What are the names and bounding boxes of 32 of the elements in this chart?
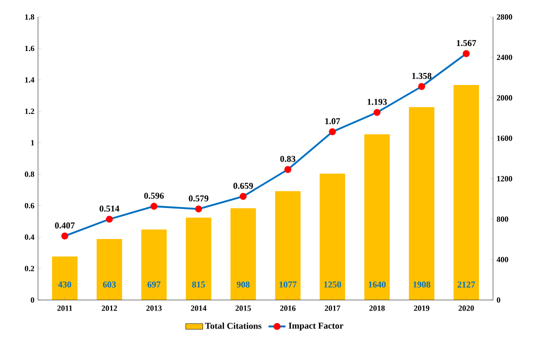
data-label: 0.83 [280, 156, 296, 162]
data-label: 0.579 [188, 195, 208, 202]
bar [96, 239, 122, 300]
bar [408, 107, 434, 300]
legend-label: Total Citations [205, 322, 262, 329]
data-label: 1077 [280, 281, 297, 288]
data-label: 1.07 [325, 118, 340, 124]
data-label: 603 [102, 281, 116, 288]
legend-label: Impact Factor [288, 322, 344, 331]
data-label: 1.567 [456, 40, 476, 46]
data-label: 908 [236, 281, 250, 288]
bar [52, 256, 78, 300]
data-label: 0.514 [100, 206, 120, 212]
bar [186, 218, 212, 300]
bar [364, 134, 390, 300]
data-label: 0.659 [233, 182, 253, 189]
bar [320, 174, 346, 300]
data-label: 815 [192, 281, 205, 288]
bar [230, 208, 256, 300]
bar [141, 230, 167, 300]
bar [275, 191, 301, 300]
data-label: 0.407 [55, 222, 75, 228]
bar [454, 85, 479, 300]
data-label: 1250 [324, 281, 342, 288]
data-label: 0.596 [144, 192, 164, 199]
data-label: 2127 [458, 282, 475, 288]
data-label: 697 [148, 281, 160, 288]
data-label: 1.358 [412, 72, 432, 79]
data-label: 1908 [413, 281, 430, 288]
data-label: 1640 [368, 281, 386, 288]
data-label: 430 [58, 281, 72, 288]
data-label: 1.193 [368, 98, 387, 105]
